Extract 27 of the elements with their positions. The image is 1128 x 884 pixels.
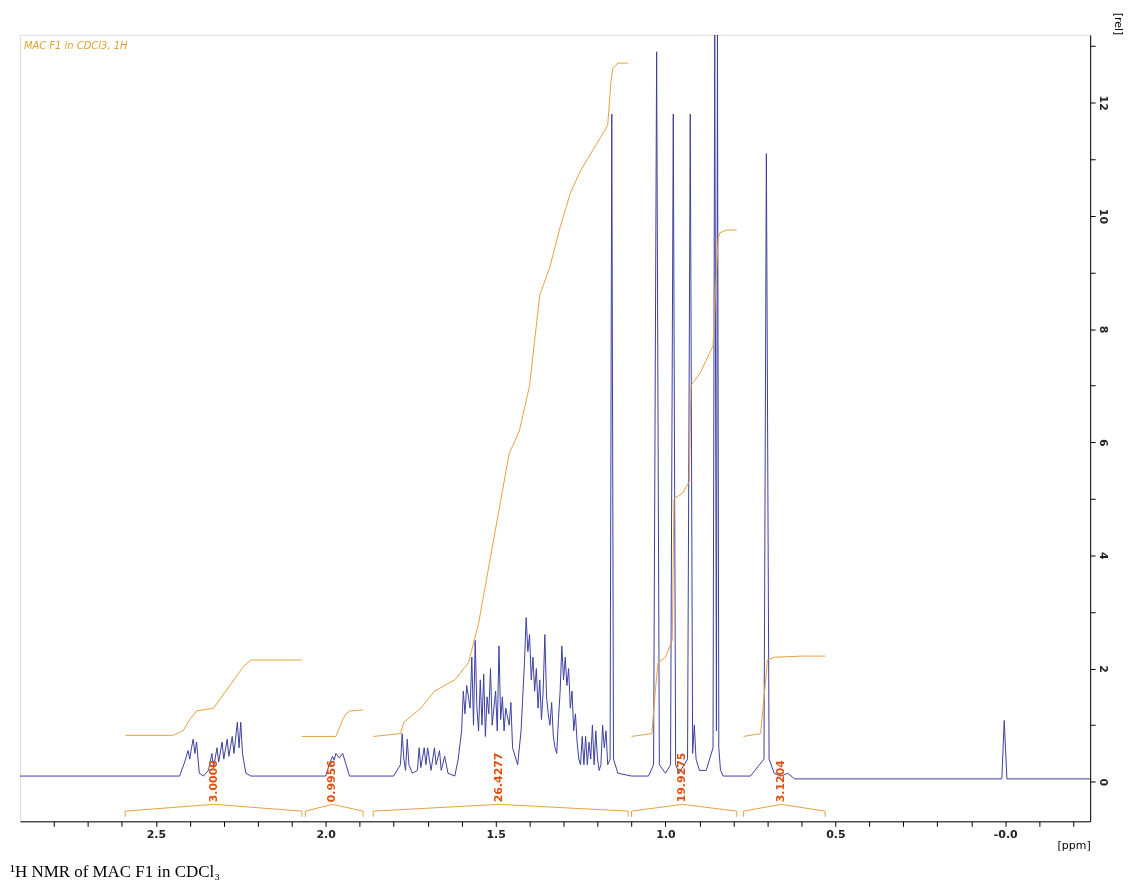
y-axis-title: [rel] <box>1111 12 1125 36</box>
y-tick-label: 0 <box>1096 778 1110 787</box>
y-tick-label: 8 <box>1096 325 1110 334</box>
chart-title: MAC F1 in CDCl3, 1H <box>23 39 129 51</box>
annotation: 3.1204 <box>773 759 787 803</box>
annotation: 19.9275 <box>675 752 689 803</box>
x-tick-label: 1.0 <box>656 827 677 841</box>
x-tick-label: 2.0 <box>316 827 337 841</box>
y-tick-label: 12 <box>1096 95 1110 111</box>
line-series <box>743 655 826 737</box>
y-tick-label: 4 <box>1096 552 1110 561</box>
annotation: 26.4277 <box>491 752 505 803</box>
line-series <box>301 709 364 737</box>
x-tick-label: 0.5 <box>826 827 846 841</box>
line-series <box>630 229 738 737</box>
x-tick-label: 2.5 <box>146 827 167 841</box>
y-tick-label: 2 <box>1096 665 1110 673</box>
x-tick-label: 1.5 <box>486 827 506 841</box>
x-tick-label: -0.0 <box>993 827 1019 841</box>
y-tick-label: 10 <box>1096 208 1110 225</box>
x-axis-title: [ppm] <box>1057 838 1091 852</box>
line-series <box>124 659 303 736</box>
annotation: 0.9956 <box>325 759 339 803</box>
text: ¹H NMR of MAC F1 in CDCl₃ <box>9 862 221 882</box>
line-series <box>372 62 629 737</box>
y-tick-label: 6 <box>1096 438 1110 447</box>
annotation: 3.0000 <box>206 759 220 803</box>
